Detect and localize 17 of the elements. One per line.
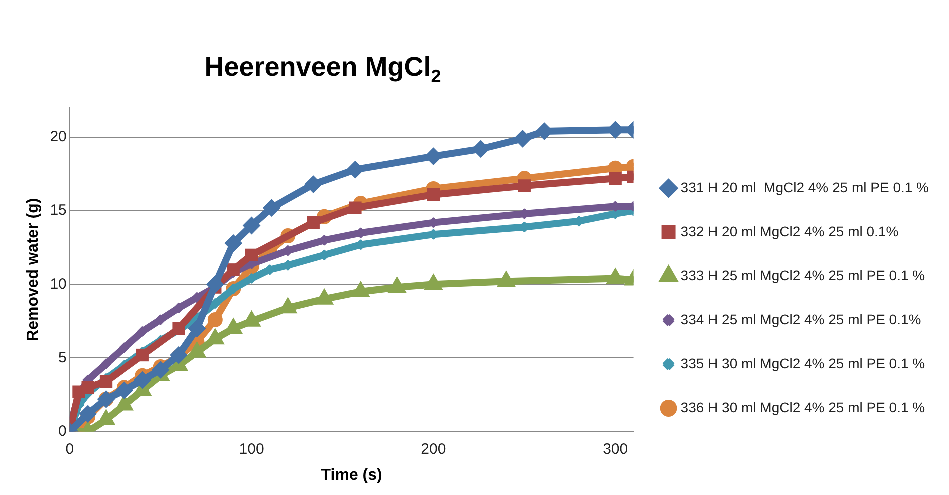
legend-label: 334 H 25 ml MgCl2 4% 25 ml PE 0.1% (680, 311, 922, 328)
y-tick-label: 10 (50, 276, 67, 293)
legend-label: 332 H 20 ml MgCl2 4% 25 ml 0.1% (680, 223, 899, 240)
y-tick-label: 5 (58, 349, 67, 366)
y-tick-label: 15 (50, 202, 67, 220)
chart-title: Heerenveen MgCl$_{2}$ (204, 52, 442, 88)
y-axis-title: Removed water (g) (25, 198, 42, 342)
y-tick-label: 20 (50, 128, 67, 146)
x-axis-title: Time (s) (321, 466, 382, 484)
y-tick-label: 0 (58, 422, 67, 440)
legend-label: 331 H 20 ml MgCl2 4% 25 ml PE 0.1 % (680, 179, 930, 196)
legend-label: 333 H 25 ml MgCl2 4% 25 ml PE 0.1 % (680, 267, 926, 284)
x-tick-label: 200 (421, 440, 446, 458)
legend-label: 335 H 30 ml MgCl2 4% 25 ml PE 0.1 % (680, 355, 926, 372)
x-tick-label: 300 (603, 440, 628, 458)
legend-label: 336 H 30 ml MgCl2 4% 25 ml PE 0.1 % (680, 399, 926, 416)
x-tick-label: 100 (239, 440, 264, 458)
